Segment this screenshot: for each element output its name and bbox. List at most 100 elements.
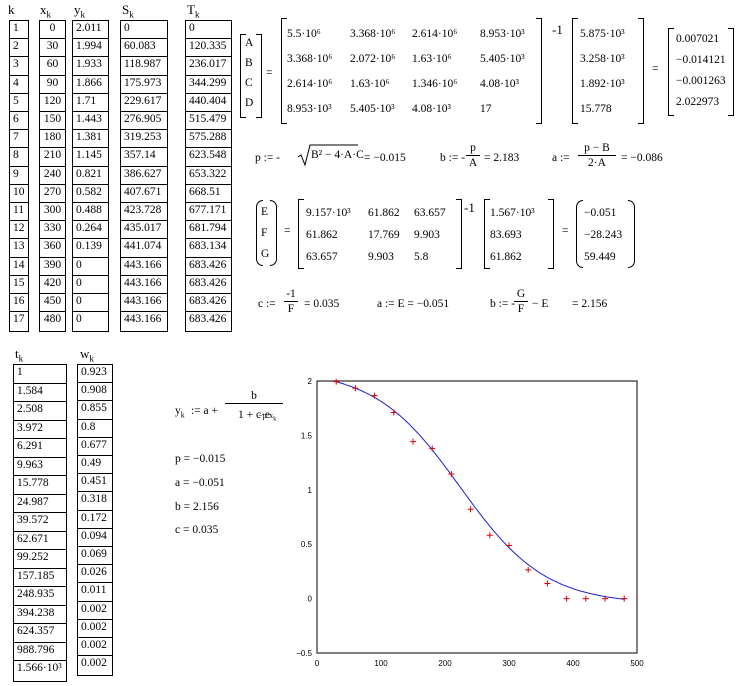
data-point — [371, 392, 378, 399]
matrix-entry: 9.903 — [368, 251, 394, 263]
matrix-entry: 5.405·10³ — [350, 103, 395, 115]
table-cell: 14 — [10, 258, 28, 276]
matrix-entry: 4.08·10³ — [480, 78, 519, 90]
result-entry: −0.051 — [584, 207, 617, 219]
table-cell: 0.821 — [73, 167, 108, 185]
table-cell: 1.994 — [73, 39, 108, 58]
table-cell: 0.002 — [81, 657, 107, 670]
table-cell: 2.011 — [73, 21, 108, 40]
matrix-entry: 63.657 — [306, 251, 338, 263]
x-tick-label: 300 — [502, 659, 516, 668]
matrix-entry: 17.769 — [368, 229, 400, 241]
table-cell: 0.264 — [73, 221, 108, 240]
table-cell: 60 — [40, 57, 65, 76]
table-cell: 0.923 — [78, 365, 112, 384]
table-cell: 0.855 — [78, 401, 112, 420]
y-tick-label: 0 — [308, 595, 313, 604]
t-table: 0 120.335 236.017 344.299 440.404 515.479 575.… — [185, 20, 232, 332]
table-cell: 330 — [40, 221, 65, 240]
table-cell: 300 — [40, 203, 65, 222]
table-cell: 1.866 — [73, 76, 108, 94]
table-cell: 0.002 — [78, 638, 112, 657]
table-cell: 0.677 — [78, 438, 112, 456]
data-point — [602, 595, 608, 602]
table-cell: 441.074 — [121, 239, 167, 258]
matrix-var: G — [261, 248, 270, 260]
w-column-header: wk — [80, 346, 94, 364]
y-tick-label: 0.5 — [301, 540, 313, 549]
matrix-entry: 1.346·10⁶ — [412, 78, 458, 90]
table-cell: 443.166 — [124, 313, 162, 326]
data-point — [486, 532, 493, 539]
table-cell: 1.71 — [73, 94, 108, 112]
data-point — [410, 438, 416, 445]
table-cell: 443.166 — [121, 294, 167, 313]
table-cell: 0.172 — [78, 511, 112, 529]
table-cell: 0.094 — [78, 529, 112, 547]
table-cell: 443.166 — [121, 258, 167, 276]
table-cell: 229.617 — [121, 94, 167, 112]
table-cell: 248.935 — [14, 587, 66, 606]
table-cell: 2.508 — [14, 402, 66, 421]
table-cell: 175.973 — [121, 76, 167, 94]
table-cell: 150 — [40, 112, 65, 131]
table-cell: 450 — [40, 294, 65, 313]
table-cell: 120 — [40, 94, 65, 112]
table-cell: 344.299 — [186, 76, 231, 94]
table-cell: 120.335 — [186, 39, 231, 58]
matrix-entry: 61.862 — [306, 229, 338, 241]
matrix-var: A — [245, 37, 254, 49]
data-point — [506, 542, 512, 549]
table-cell: 683.426 — [186, 276, 231, 294]
result-entry: −0.001263 — [676, 75, 726, 87]
table-cell: 624.357 — [14, 624, 66, 643]
table-cell: 236.017 — [186, 57, 231, 76]
table-cell: 1 — [10, 21, 28, 40]
x-table: 0 30 60 90 120 150 180 210 240 270 300 330 360 390 420… — [39, 20, 66, 332]
table-cell: 683.426 — [186, 294, 231, 313]
table-cell: 9.963 — [14, 458, 66, 476]
y-column-header: yk — [74, 2, 85, 20]
table-cell: 515.479 — [186, 112, 231, 131]
table-cell: 0 — [76, 313, 82, 326]
table-cell: 16 — [10, 294, 28, 313]
table-cell: 0 — [186, 21, 231, 40]
table-cell: 210 — [40, 148, 65, 167]
w-table: 0.923 0.908 0.855 0.8 0.677 0.49 0.451 0.318 0.1… — [77, 364, 113, 676]
y-tick-label: 1 — [308, 486, 313, 495]
k-table: 1 2 3 4 5 6 7 8 9 10 11 12 13 14 15 16 17 — [9, 20, 29, 332]
table-cell: 4 — [10, 76, 28, 94]
vector-entry: 83.693 — [490, 229, 522, 241]
matrix-entry: 1.63·10⁶ — [350, 78, 390, 90]
x-tick-label: 400 — [566, 659, 580, 668]
a-equals-e-formula: a := E = −0.051 — [377, 298, 450, 310]
x-tick-label: 0 — [315, 659, 320, 668]
table-cell: 15.778 — [14, 476, 66, 495]
vector-entry: 61.862 — [490, 251, 522, 263]
table-cell: 270 — [40, 185, 65, 203]
matrix-entry: 63.657 — [414, 207, 446, 219]
table-cell: 1.933 — [73, 57, 108, 76]
inverse-sup: -1 — [552, 22, 563, 37]
table-cell: 440.404 — [186, 94, 231, 112]
table-cell: 90 — [40, 76, 65, 94]
table-cell: 240 — [40, 167, 65, 185]
table-cell: 677.171 — [186, 203, 231, 222]
matrix-var: C — [245, 77, 253, 89]
vector-entry: 15.778 — [580, 103, 612, 115]
x-column-header: xk — [40, 2, 51, 20]
table-cell: 0 — [121, 21, 167, 40]
vector-entry: 3.258·10³ — [580, 53, 625, 65]
table-cell: 9 — [10, 167, 28, 185]
table-cell: 394.238 — [14, 606, 66, 624]
inverse-sup-2: -1 — [464, 200, 475, 215]
result-entry: 2.022973 — [676, 96, 720, 108]
table-cell: 683.134 — [186, 239, 231, 258]
result-entry: 59.449 — [584, 251, 616, 263]
matrix-entry: 3.368·10⁶ — [350, 28, 396, 40]
matrix-entry: 61.862 — [368, 207, 400, 219]
table-cell: 653.322 — [186, 167, 231, 185]
matrix-var: F — [261, 227, 268, 239]
data-point — [525, 566, 532, 573]
s-table: 0 60.083 118.987 175.973 229.617 276.905 319.2… — [120, 20, 168, 332]
